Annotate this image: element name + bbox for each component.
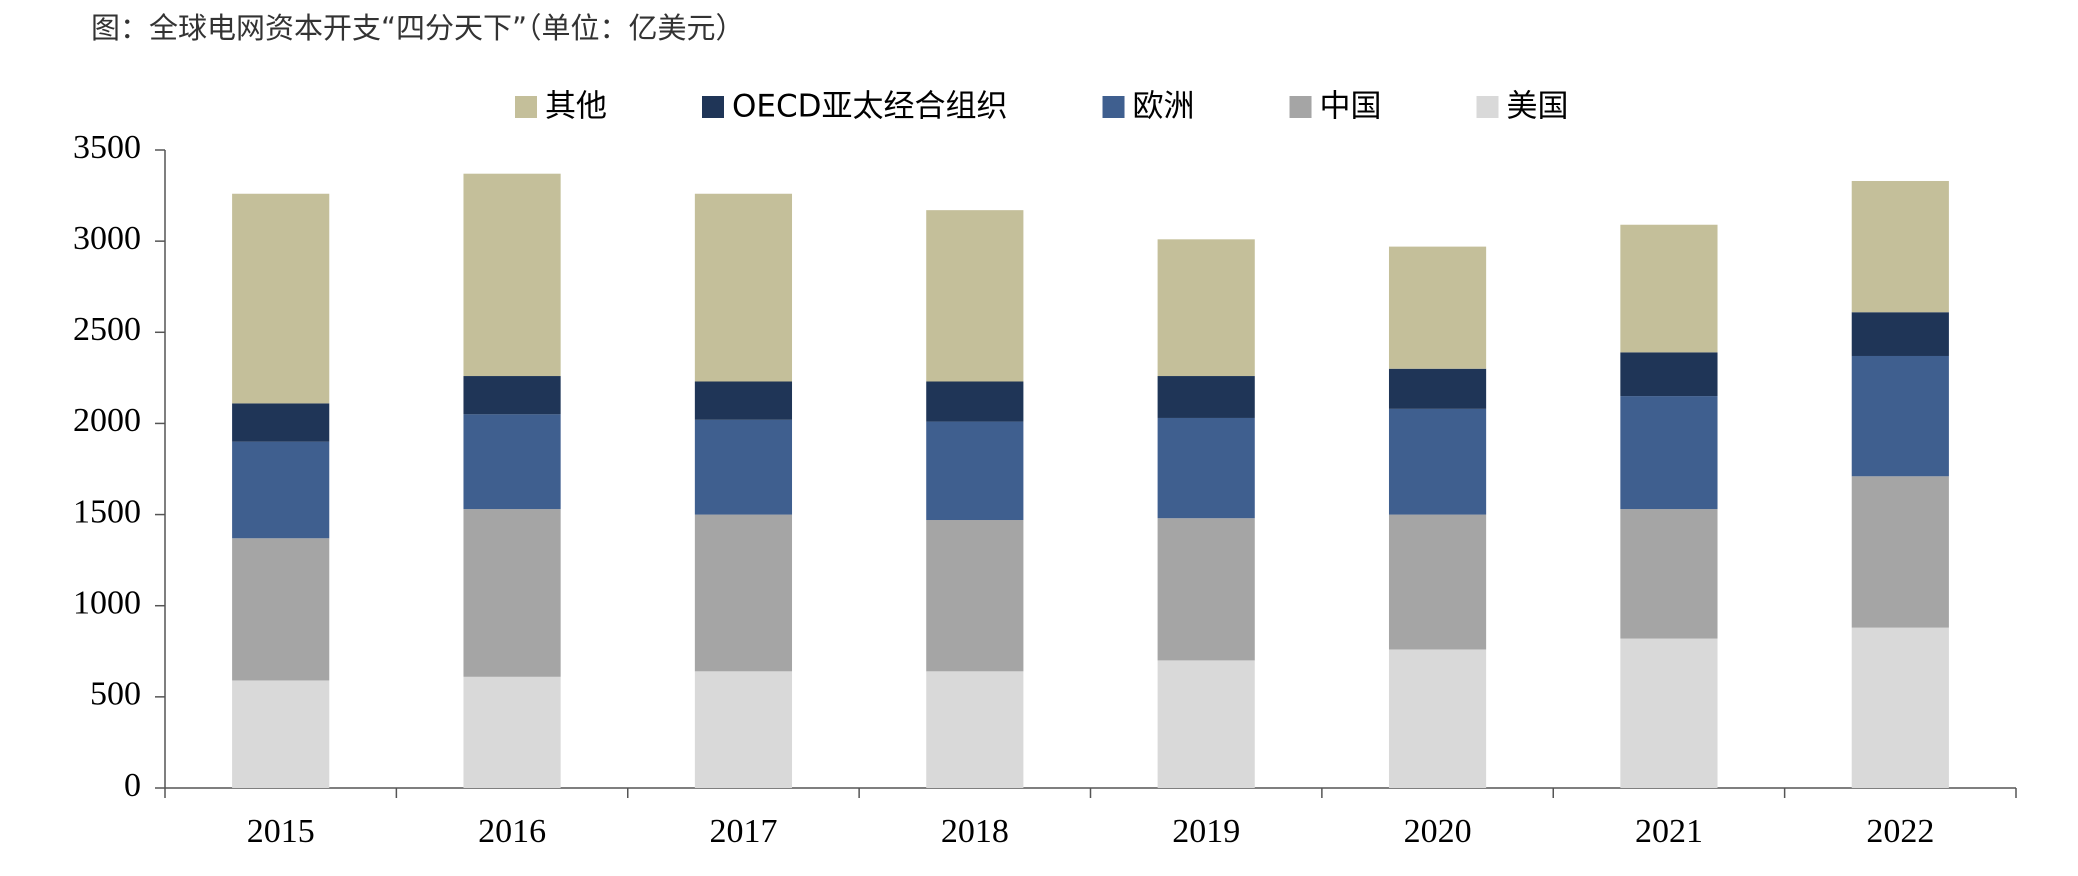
bar-segment [694, 514, 793, 672]
legend-label: 欧洲 [1133, 89, 1195, 125]
legend-swatch [702, 96, 724, 118]
y-tick-label: 1000 [73, 585, 141, 622]
legend-swatch [1476, 96, 1499, 118]
bar-segment [1157, 376, 1255, 418]
bar-segment [1157, 417, 1255, 519]
legend-swatch [515, 96, 537, 118]
bar-segment [694, 193, 793, 382]
bar-segment [463, 414, 561, 510]
bar-segment [232, 538, 330, 681]
bar-segment [926, 381, 1024, 422]
chart-title: 图：全球电网资本开支“四分天下”（单位：亿美元） [91, 11, 745, 45]
bar-segment [1620, 509, 1718, 639]
bar-segment [1388, 514, 1487, 650]
legend-swatch [1289, 96, 1312, 118]
bar-segment [694, 419, 793, 515]
bar-segment [232, 441, 330, 539]
bar-segment [1388, 408, 1487, 515]
legend-label: 其他 [545, 89, 607, 125]
bar-segment [463, 676, 561, 788]
bar-segment [1388, 368, 1487, 409]
y-tick-label: 3500 [73, 129, 141, 166]
legend-label: 美国 [1507, 89, 1569, 125]
bar-segment [926, 210, 1024, 382]
y-tick-label: 2500 [73, 311, 141, 348]
bar-segment [1157, 239, 1255, 377]
bar-segment [1620, 224, 1718, 353]
x-tick-label: 2017 [709, 813, 777, 850]
x-tick-label: 2018 [941, 813, 1009, 850]
bar-segment [1851, 627, 1949, 788]
x-tick-label: 2021 [1635, 813, 1703, 850]
x-tick-label: 2020 [1404, 813, 1472, 850]
bar-segment [1388, 649, 1487, 788]
bar-segment [1157, 660, 1255, 788]
bar-segment [926, 671, 1024, 788]
bar-segment [463, 509, 561, 677]
y-tick-label: 0 [124, 767, 141, 804]
bar-segment [1851, 312, 1949, 356]
legend-label: OECD亚太经合组织 [732, 89, 1008, 125]
y-tick-label: 500 [90, 676, 141, 713]
bar-segment [463, 173, 561, 377]
bar-segment [1620, 396, 1718, 510]
bar-segment [1620, 352, 1718, 397]
bar-segment [694, 381, 793, 420]
bar-segment [1388, 246, 1487, 369]
y-tick-label: 1500 [73, 493, 141, 530]
legend-swatch [1102, 96, 1125, 118]
bar-segment [926, 421, 1024, 521]
y-tick-label: 2000 [73, 402, 141, 439]
legend-label: 中国 [1320, 89, 1382, 125]
x-tick-label: 2016 [478, 813, 546, 850]
y-tick-label: 3000 [73, 220, 141, 257]
bar-segment [463, 376, 561, 415]
x-tick-label: 2015 [247, 813, 315, 850]
bar-segment [1620, 638, 1718, 788]
x-tick-label: 2019 [1172, 813, 1240, 850]
bar-segment [232, 403, 330, 442]
bar-segment [1157, 518, 1255, 661]
bar-segment [1851, 355, 1949, 477]
bar-segment [926, 520, 1024, 672]
bar-segment [232, 193, 330, 404]
bar-segment [1851, 476, 1949, 628]
bar-segment [1851, 180, 1949, 313]
bar-segment [694, 671, 793, 788]
bar-segment [232, 680, 330, 788]
x-tick-label: 2022 [1866, 813, 1934, 850]
